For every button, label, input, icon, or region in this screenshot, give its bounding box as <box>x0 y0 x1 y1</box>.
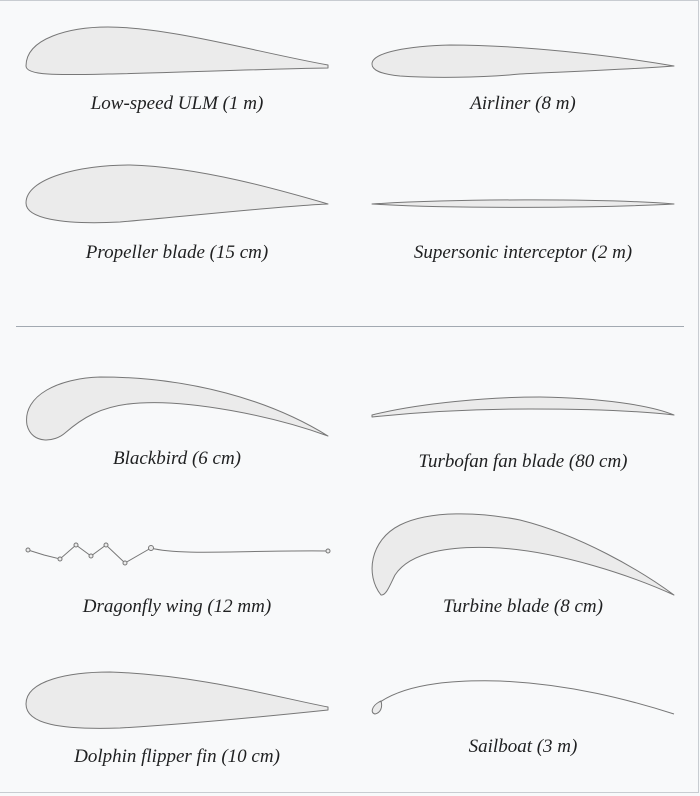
airfoil-low-speed-ulm <box>25 26 329 76</box>
caption-dolphin-flipper-fin: Dolphin flipper fin (10 cm) <box>74 746 280 767</box>
caption-blackbird: Blackbird (6 cm) <box>112 448 242 469</box>
airfoil-blackbird <box>26 376 329 441</box>
caption-low-speed-ulm: Low-speed ULM (1 m) <box>90 93 264 114</box>
caption-dragonfly-wing: Dragonfly wing (12 mm) <box>82 596 272 617</box>
caption-turbofan-fan-blade: Turbofan fan blade (80 cm) <box>418 451 628 472</box>
caption-propeller-blade: Propeller blade (15 cm) <box>85 242 269 263</box>
airfoil-sailboat <box>371 680 675 715</box>
airfoil-airliner <box>371 44 675 78</box>
airfoil-turbine-blade <box>371 513 675 596</box>
caption-supersonic-interceptor: Supersonic interceptor (2 m) <box>413 242 633 263</box>
airfoil-propeller-blade <box>25 164 329 224</box>
airfoil-dolphin-flipper-fin <box>25 671 329 729</box>
airfoil-supersonic-interceptor <box>371 199 675 208</box>
caption-turbine-blade: Turbine blade (8 cm) <box>443 596 603 617</box>
section-divider <box>16 326 684 327</box>
airfoil-dragonfly-wing <box>25 542 331 566</box>
caption-airliner: Airliner (8 m) <box>470 93 576 114</box>
caption-sailboat: Sailboat (3 m) <box>468 736 578 757</box>
airfoil-turbofan-fan-blade <box>371 396 675 418</box>
